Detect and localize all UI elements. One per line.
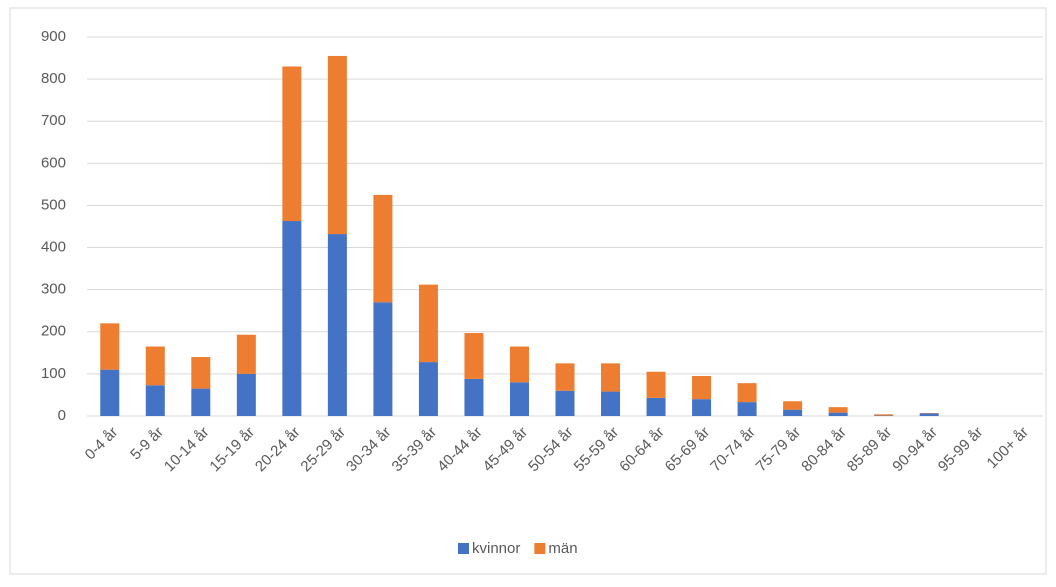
bar: [692, 399, 711, 416]
bar: [601, 392, 620, 416]
bar: [191, 357, 210, 389]
bar: [601, 363, 620, 391]
bar: [510, 382, 529, 416]
y-tick-label: 200: [41, 323, 66, 340]
y-tick-label: 700: [41, 112, 66, 129]
bar: [100, 323, 119, 369]
y-tick-label: 400: [41, 239, 66, 256]
bar: [647, 398, 666, 416]
y-tick-label: 300: [41, 281, 66, 298]
bar: [510, 347, 529, 383]
legend-swatch: [534, 543, 545, 554]
bar: [647, 372, 666, 398]
bar: [829, 413, 848, 416]
y-tick-label: 800: [41, 70, 66, 87]
bar: [146, 347, 165, 386]
bar: [191, 389, 210, 416]
bar: [419, 285, 438, 362]
bar: [237, 335, 256, 374]
bar: [237, 374, 256, 416]
legend-label: män: [548, 540, 577, 557]
y-tick-label: 600: [41, 154, 66, 171]
chart-border: [10, 8, 1046, 574]
y-tick-label: 900: [41, 28, 66, 45]
bar: [874, 414, 893, 415]
bar: [783, 410, 802, 416]
bar: [328, 56, 347, 234]
bar: [829, 407, 848, 412]
bar: [100, 370, 119, 416]
bar: [556, 363, 575, 390]
bar: [419, 362, 438, 416]
legend-swatch: [458, 543, 469, 554]
bar: [738, 383, 757, 402]
bar: [556, 391, 575, 416]
bar: [464, 333, 483, 379]
y-tick-label: 0: [58, 407, 66, 424]
bar: [282, 66, 301, 221]
bar: [464, 379, 483, 416]
bar: [373, 302, 392, 416]
bar: [146, 385, 165, 416]
bar: [738, 402, 757, 416]
bar: [692, 376, 711, 399]
legend-label: kvinnor: [472, 540, 520, 557]
bar: [282, 221, 301, 416]
bar: [783, 401, 802, 409]
y-tick-label: 100: [41, 365, 66, 382]
bar: [920, 413, 939, 416]
bar: [328, 234, 347, 416]
y-tick-label: 500: [41, 196, 66, 213]
bar: [373, 195, 392, 302]
